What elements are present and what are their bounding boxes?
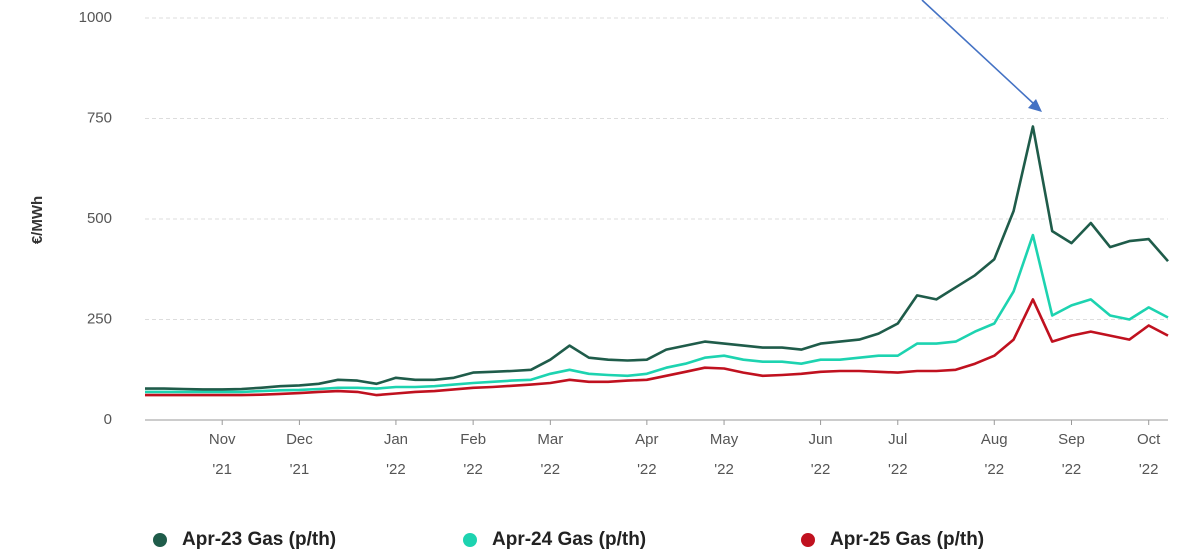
y-tick-label: 750 — [87, 109, 112, 126]
y-tick-label: 500 — [87, 210, 112, 227]
legend-marker — [153, 533, 167, 547]
x-tick-label: Dec '21 — [286, 431, 313, 478]
x-tick-label: Apr '22 — [635, 431, 659, 478]
legend-marker — [463, 533, 477, 547]
line — [145, 125, 1169, 391]
line — [145, 298, 1169, 397]
x-tick-label: Jul '22 — [887, 431, 908, 478]
y-tick-label: 0 — [104, 411, 112, 428]
x-tick-label: Feb '22 — [460, 431, 487, 478]
y-axis-label: €/MWh — [29, 196, 46, 244]
line — [145, 233, 1169, 394]
legend-label: Apr-24 Gas (p/th) — [492, 529, 646, 550]
x-tick-label: Jun '22 — [808, 431, 833, 478]
x-tick-label: Jan '22 — [383, 431, 409, 478]
x-tick-label: Aug '22 — [980, 431, 1008, 478]
x-tick-label: Oct '22 — [1137, 431, 1161, 478]
x-tick-label: Sep '22 — [1058, 431, 1085, 478]
legend-marker — [801, 533, 815, 547]
legend-label: Apr-25 Gas (p/th) — [830, 529, 984, 550]
x-tick-label: Nov '21 — [208, 431, 236, 478]
y-tick-label: 1000 — [79, 9, 112, 26]
x-tick-label: May '22 — [709, 431, 739, 478]
y-tick-label: 250 — [87, 310, 112, 327]
legend-label: Apr-23 Gas (p/th) — [182, 529, 336, 550]
annotation-arrow — [921, 0, 1042, 112]
x-tick-label: Mar '22 — [537, 431, 564, 478]
